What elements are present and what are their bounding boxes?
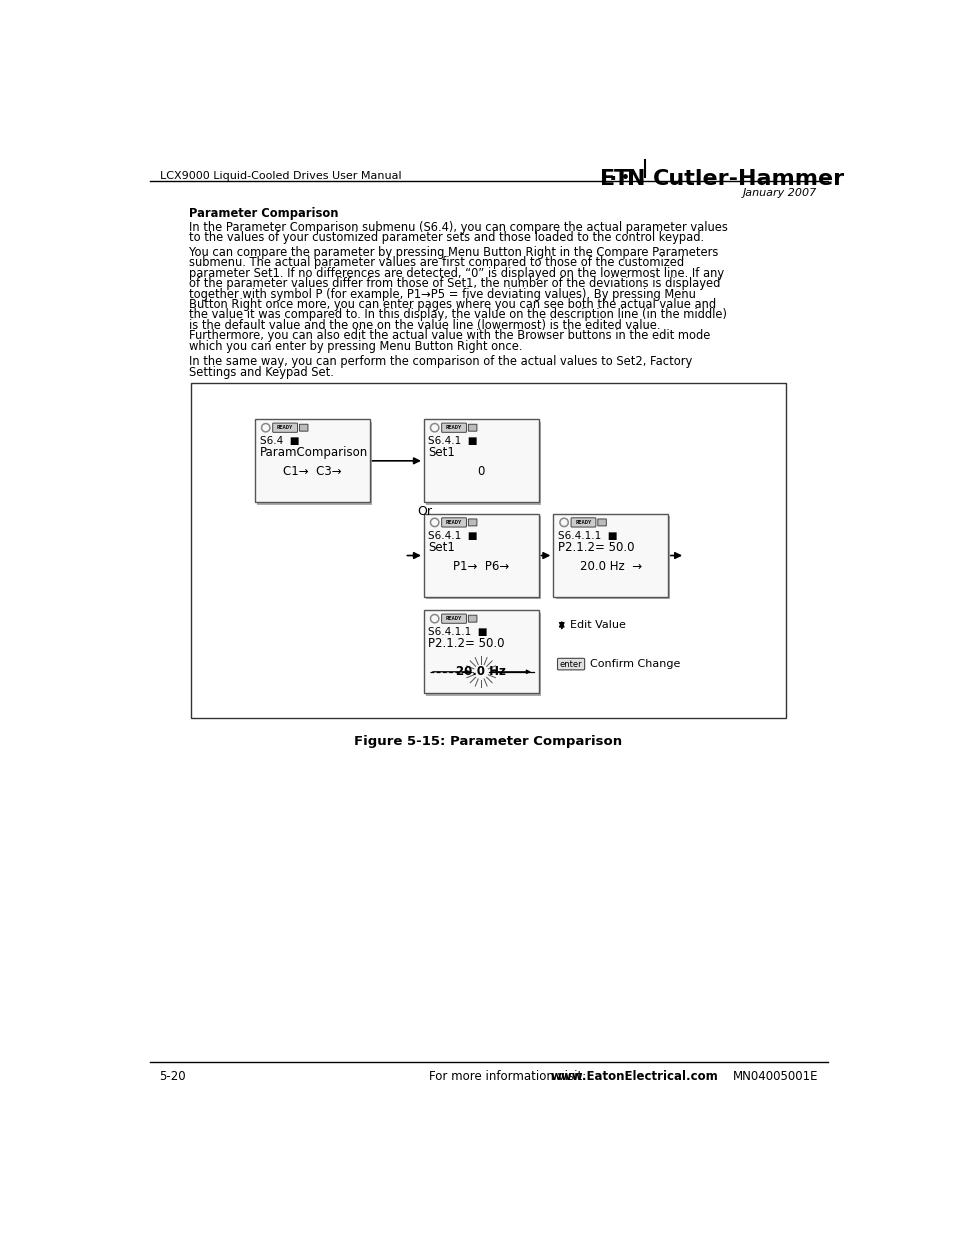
Text: T: T — [613, 169, 628, 189]
Text: You can compare the parameter by pressing Menu Button Right in the Compare Param: You can compare the parameter by pressin… — [189, 246, 718, 259]
Text: Or: Or — [417, 505, 432, 519]
Text: the value it was compared to. In this display, the value on the description line: the value it was compared to. In this di… — [189, 309, 726, 321]
FancyBboxPatch shape — [468, 519, 476, 526]
Text: Cutler-Hammer: Cutler-Hammer — [652, 169, 843, 189]
Text: LCX9000 Liquid-Cooled Drives User Manual: LCX9000 Liquid-Cooled Drives User Manual — [159, 172, 401, 182]
Text: MN04005001E: MN04005001E — [732, 1070, 818, 1083]
Text: of the parameter values differ from those of Set1, the number of the deviations : of the parameter values differ from thos… — [189, 277, 720, 290]
FancyBboxPatch shape — [571, 517, 596, 527]
Text: N: N — [626, 169, 644, 189]
FancyBboxPatch shape — [441, 517, 466, 527]
Text: S6.4.1  ■: S6.4.1 ■ — [428, 436, 477, 446]
Text: www.EatonElectrical.com: www.EatonElectrical.com — [550, 1070, 718, 1083]
FancyBboxPatch shape — [553, 514, 667, 597]
Text: Figure 5-15: Parameter Comparison: Figure 5-15: Parameter Comparison — [354, 735, 621, 748]
Text: READY: READY — [575, 520, 591, 525]
Text: S6.4.1  ■: S6.4.1 ■ — [428, 531, 477, 541]
FancyBboxPatch shape — [468, 425, 476, 431]
Text: READY: READY — [445, 425, 461, 430]
Text: parameter Set1. If no differences are detected, “0” is displayed on the lowermos: parameter Set1. If no differences are de… — [189, 267, 723, 280]
FancyBboxPatch shape — [598, 519, 606, 526]
Text: P2.1.2= 50.0: P2.1.2= 50.0 — [428, 637, 504, 650]
Text: Furthermore, you can also edit the actual value with the Browser buttons in the : Furthermore, you can also edit the actua… — [189, 330, 710, 342]
Circle shape — [261, 424, 270, 432]
FancyBboxPatch shape — [299, 425, 308, 431]
Circle shape — [430, 519, 438, 526]
Text: Parameter Comparison: Parameter Comparison — [189, 207, 338, 221]
Circle shape — [559, 519, 568, 526]
Circle shape — [263, 425, 268, 431]
FancyBboxPatch shape — [426, 421, 540, 505]
Text: 5-20: 5-20 — [159, 1070, 186, 1083]
Text: 20.0 Hz  →: 20.0 Hz → — [578, 561, 641, 573]
Text: S6.4.1.1  ■: S6.4.1.1 ■ — [558, 531, 617, 541]
Text: READY: READY — [445, 616, 461, 621]
Text: Settings and Keypad Set.: Settings and Keypad Set. — [189, 366, 334, 379]
Circle shape — [432, 616, 436, 621]
Text: Button Right once more, you can enter pages where you can see both the actual va: Button Right once more, you can enter pa… — [189, 298, 716, 311]
Text: 20.0 Hz: 20.0 Hz — [456, 666, 506, 678]
Text: P1→  P6→: P1→ P6→ — [453, 561, 509, 573]
Text: is the default value and the one on the value line (lowermost) is the edited val: is the default value and the one on the … — [189, 319, 659, 332]
Bar — [191, 383, 785, 718]
FancyBboxPatch shape — [423, 419, 537, 503]
Text: In the Parameter Comparison submenu (S6.4), you can compare the actual parameter: In the Parameter Comparison submenu (S6.… — [189, 221, 727, 233]
FancyBboxPatch shape — [254, 419, 369, 503]
FancyBboxPatch shape — [273, 424, 297, 432]
Text: Confirm Change: Confirm Change — [589, 659, 679, 669]
Text: which you can enter by pressing Menu Button Right once.: which you can enter by pressing Menu But… — [189, 340, 522, 352]
FancyBboxPatch shape — [257, 421, 372, 505]
FancyBboxPatch shape — [441, 614, 466, 624]
Text: January 2007: January 2007 — [741, 188, 816, 199]
FancyBboxPatch shape — [426, 516, 540, 599]
Text: enter: enter — [559, 659, 581, 668]
Text: E: E — [599, 169, 615, 189]
Text: In the same way, you can perform the comparison of the actual values to Set2, Fa: In the same way, you can perform the com… — [189, 356, 692, 368]
Text: P2.1.2= 50.0: P2.1.2= 50.0 — [558, 541, 634, 555]
Text: to the values of your customized parameter sets and those loaded to the control : to the values of your customized paramet… — [189, 231, 703, 245]
Text: ParamComparison: ParamComparison — [259, 446, 368, 459]
Text: C1→  C3→: C1→ C3→ — [283, 466, 341, 478]
Circle shape — [432, 520, 436, 525]
FancyBboxPatch shape — [423, 610, 537, 693]
Text: READY: READY — [445, 520, 461, 525]
FancyBboxPatch shape — [441, 424, 466, 432]
Text: READY: READY — [276, 425, 293, 430]
FancyBboxPatch shape — [557, 658, 584, 669]
Text: Set1: Set1 — [428, 446, 455, 459]
Circle shape — [432, 425, 436, 431]
Text: S6.4.1.1  ■: S6.4.1.1 ■ — [428, 627, 488, 637]
Circle shape — [430, 424, 438, 432]
FancyBboxPatch shape — [426, 613, 540, 695]
Text: S6.4  ■: S6.4 ■ — [259, 436, 298, 446]
FancyBboxPatch shape — [468, 615, 476, 622]
Text: 0: 0 — [477, 466, 484, 478]
Text: Set1: Set1 — [428, 541, 455, 555]
FancyBboxPatch shape — [423, 514, 537, 597]
Circle shape — [430, 615, 438, 622]
Text: Edit Value: Edit Value — [569, 620, 625, 630]
Text: together with symbol P (for example, P1→P5 = five deviating values). By pressing: together with symbol P (for example, P1→… — [189, 288, 695, 300]
Circle shape — [560, 520, 566, 525]
Text: •: • — [620, 170, 629, 184]
FancyBboxPatch shape — [555, 516, 670, 599]
Text: submenu. The actual parameter values are first compared to those of the customiz: submenu. The actual parameter values are… — [189, 257, 683, 269]
Text: ·: · — [608, 169, 616, 189]
Text: For more information visit:: For more information visit: — [429, 1070, 590, 1083]
